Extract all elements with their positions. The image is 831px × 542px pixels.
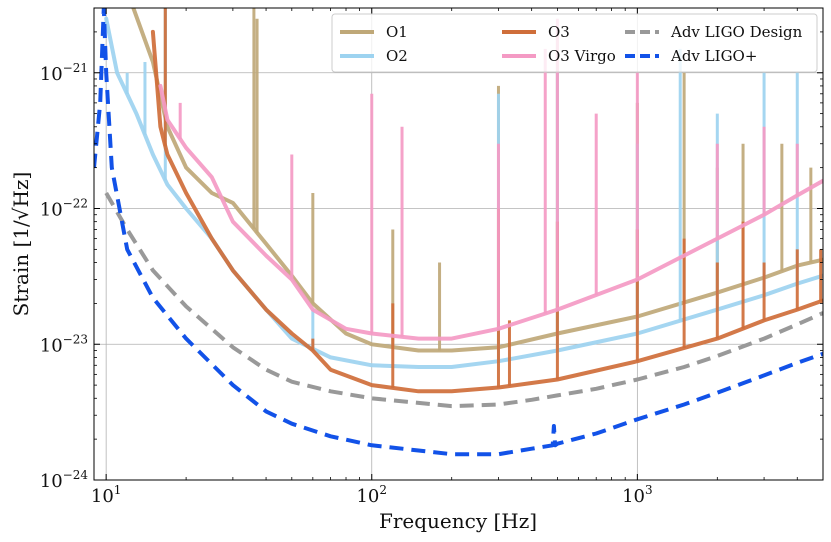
x-tick-label-0: 101 (91, 483, 122, 507)
x-tick-label-1: 102 (356, 483, 387, 507)
series-o3-virgo (158, 18, 823, 341)
y-tick-label-2: 10−22 (40, 197, 88, 221)
y-axis-label: Strain [1/√Hz] (9, 172, 33, 317)
series-line (104, 16, 823, 369)
x-tick-label-2: 103 (622, 483, 653, 507)
plot-frame (93, 7, 824, 481)
y-tick-label-3: 10−21 (40, 61, 88, 85)
series-line (131, 8, 823, 353)
series-line (104, 192, 823, 409)
y-tick-label-0: 10−24 (40, 468, 89, 492)
series-layer (94, 8, 823, 457)
grid-lines (94, 8, 823, 481)
series-line (150, 29, 823, 394)
x-axis-label: Frequency [Hz] (379, 509, 537, 533)
legend-label: Adv LIGO+ (670, 47, 757, 65)
legend-label: O3 (548, 23, 570, 41)
series-adv-ligo-design (104, 192, 823, 409)
legend: O1 O2 O3 O3 Virgo Adv LIGO Design Adv LIGO+ (331, 13, 818, 73)
legend-label: O2 (386, 47, 408, 65)
legend-label: O3 Virgo (548, 47, 616, 65)
legend-box (331, 13, 818, 73)
series-adv-ligo- (94, 8, 823, 457)
y-tick-label-1: 10−23 (40, 332, 88, 356)
legend-label: Adv LIGO Design (670, 23, 803, 41)
series-line (94, 8, 823, 457)
axis-ticks: 101 102 103 10−24 10−23 10−22 10−21 (40, 7, 824, 507)
legend-label: O1 (386, 23, 408, 41)
